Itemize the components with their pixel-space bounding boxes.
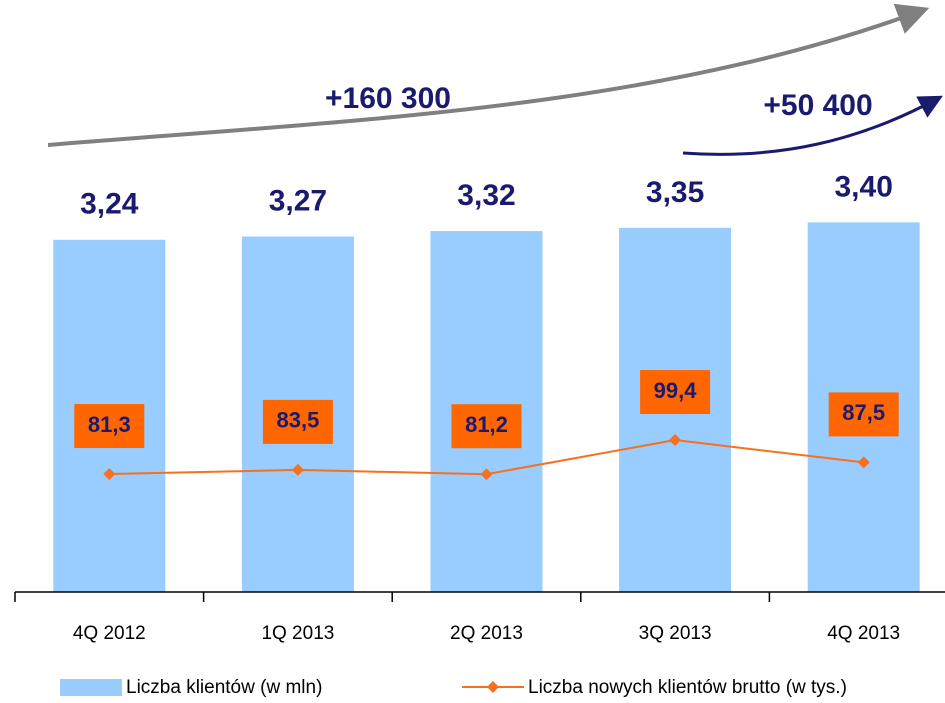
bar-value-label: 3,35 <box>646 176 704 209</box>
line-marker <box>669 434 682 447</box>
x-tick-label: 2Q 2013 <box>450 623 523 644</box>
x-tick-label: 3Q 2013 <box>639 623 712 644</box>
line-value-label: 81,2 <box>465 412 508 437</box>
legend-swatch <box>60 679 122 696</box>
value-label-box <box>828 392 899 437</box>
line-value-label: 87,5 <box>842 400 885 425</box>
value-label-box <box>74 404 145 449</box>
bar-value-label: 3,24 <box>80 188 139 221</box>
bar-value-label: 3,32 <box>457 179 515 212</box>
x-tick-label: 1Q 2013 <box>261 623 334 644</box>
annotation: +50 400 <box>763 89 872 122</box>
line-value-label: 99,4 <box>654 378 698 403</box>
value-label-box <box>640 370 711 415</box>
annotation: +160 300 <box>325 82 451 115</box>
bar-value-label: 3,40 <box>835 170 893 203</box>
value-label-box <box>262 399 333 444</box>
legend-label: Liczba nowych klientów brutto (w tys.) <box>528 677 847 698</box>
growth-arrow <box>682 95 943 156</box>
line-value-label: 83,5 <box>276 408 319 433</box>
growth-arrow <box>47 3 930 147</box>
x-tick-label: 4Q 2013 <box>827 623 900 644</box>
line-marker <box>291 463 304 476</box>
line-marker <box>103 468 116 481</box>
line-marker <box>480 468 493 481</box>
bar-value-label: 3,27 <box>269 184 327 217</box>
x-tick-label: 4Q 2012 <box>73 623 146 644</box>
legend-label: Liczba klientów (w mln) <box>126 677 322 698</box>
line-marker <box>857 456 870 469</box>
value-label-box <box>451 404 522 449</box>
line-value-label: 81,3 <box>88 412 131 437</box>
legend-marker <box>487 681 499 693</box>
